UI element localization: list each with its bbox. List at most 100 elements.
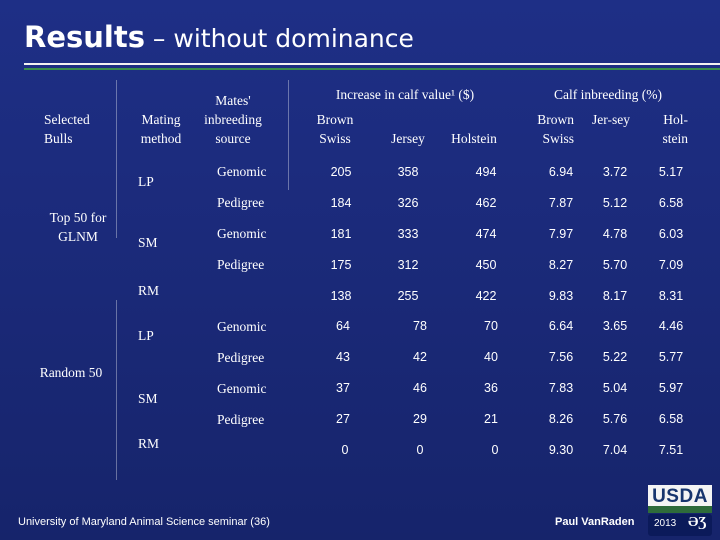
usda-swoosh (648, 506, 712, 513)
aipl-year: 2013 (654, 518, 677, 529)
footer-author: Paul VanRaden (555, 516, 635, 528)
source-pedigree: Pedigree (217, 350, 265, 365)
source-pedigree: Pedigree (217, 195, 265, 210)
cell-value: 255 (397, 289, 419, 303)
cell-value: 27 (336, 412, 350, 426)
separator-bulls-lower (116, 300, 117, 480)
cell-value: 37 (336, 381, 350, 395)
cell-value: 0 (416, 443, 424, 457)
cell-inbreeding: 4.46 (658, 319, 684, 333)
group-label-top50: Top 50 for GLNM (49, 210, 107, 244)
separator-bulls (116, 80, 117, 238)
cell-value: 138 (330, 289, 352, 303)
cell-inbreeding: 6.03 (658, 227, 684, 241)
cell-inbreeding: 5.76 (602, 412, 628, 426)
cell-inbreeding: 7.51 (658, 443, 684, 457)
source-genomic: Genomic (217, 226, 267, 241)
slide-title: Results – without dominance (24, 20, 414, 54)
method-sm: SM (138, 235, 158, 250)
cell-value: 312 (397, 258, 419, 272)
cell-inbreeding: 8.26 (548, 412, 574, 426)
method-lp: LP (138, 174, 154, 189)
cell-value: 333 (397, 227, 419, 241)
method-rm: RM (138, 436, 160, 451)
cell-value: 0 (341, 443, 349, 457)
method-lp: LP (138, 328, 154, 343)
usda-logo: USDA (648, 485, 712, 513)
cell-inbreeding: 8.27 (548, 258, 574, 272)
aipl-mark: ƏƷ (688, 515, 707, 530)
source-genomic: Genomic (217, 319, 267, 334)
group-label-random50: Random 50 (39, 365, 103, 380)
cell-inbreeding: 7.04 (602, 443, 628, 457)
cell-inbreeding: 6.94 (548, 165, 574, 179)
header-value-holstein: Holstein (451, 131, 497, 146)
method-rm: RM (138, 283, 160, 298)
cell-value: 205 (330, 165, 352, 179)
separator-value (288, 80, 289, 190)
cell-inbreeding: 5.97 (658, 381, 684, 395)
cell-inbreeding: 5.77 (658, 350, 684, 364)
cell-inbreeding: 5.12 (602, 196, 628, 210)
header-mates-inbreeding: Mates' inbreeding source (204, 93, 262, 146)
title-sub: – without dominance (144, 24, 414, 53)
cell-inbreeding: 9.83 (548, 289, 574, 303)
aipl-badge: 2013 ƏƷ (648, 514, 712, 536)
cell-inbreeding: 7.56 (548, 350, 574, 364)
cell-inbreeding: 8.31 (658, 289, 684, 303)
cell-inbreeding: 6.58 (658, 412, 684, 426)
cell-inbreeding: 6.58 (658, 196, 684, 210)
cell-value: 46 (413, 381, 427, 395)
cell-value: 184 (330, 196, 352, 210)
method-sm: SM (138, 391, 158, 406)
header-inbreeding-holstein: Hol-stein (662, 112, 689, 146)
cell-value: 36 (484, 381, 498, 395)
cell-inbreeding: 9.30 (548, 443, 574, 457)
cell-value: 422 (475, 289, 497, 303)
cell-value: 326 (397, 196, 419, 210)
header-value-jersey: Jersey (391, 131, 425, 146)
title-rule-green (24, 68, 720, 70)
header-selected-bulls: Selected Bulls (44, 112, 90, 146)
footer-seminar: University of Maryland Animal Science se… (18, 516, 270, 528)
cell-value: 494 (475, 165, 497, 179)
header-calf-inbreeding: Calf inbreeding (%) (554, 87, 662, 102)
header-increase-calf-value: Increase in calf value¹ ($) (335, 87, 475, 102)
cell-value: 78 (413, 319, 427, 333)
header-inbreeding-brown-swiss: Brown Swiss (537, 112, 574, 146)
cell-inbreeding: 7.83 (548, 381, 574, 395)
cell-value: 43 (336, 350, 350, 364)
cell-value: 29 (413, 412, 427, 426)
cell-value: 462 (475, 196, 497, 210)
cell-value: 21 (484, 412, 498, 426)
cell-inbreeding: 7.09 (658, 258, 684, 272)
source-pedigree: Pedigree (217, 257, 265, 272)
cell-inbreeding: 5.17 (658, 165, 684, 179)
cell-value: 40 (484, 350, 498, 364)
cell-value: 70 (484, 319, 498, 333)
cell-inbreeding: 5.70 (602, 258, 628, 272)
title-rule-white (24, 63, 720, 65)
cell-value: 181 (330, 227, 352, 241)
cell-inbreeding: 7.87 (548, 196, 574, 210)
cell-inbreeding: 7.97 (548, 227, 574, 241)
cell-inbreeding: 3.72 (602, 165, 628, 179)
source-genomic: Genomic (217, 164, 267, 179)
source-pedigree: Pedigree (217, 412, 265, 427)
cell-inbreeding: 5.22 (602, 350, 628, 364)
cell-value: 358 (397, 165, 419, 179)
cell-value: 450 (475, 258, 497, 272)
cell-value: 175 (330, 258, 352, 272)
cell-inbreeding: 4.78 (602, 227, 628, 241)
usda-logo-text: USDA (652, 486, 708, 507)
header-value-brown-swiss: Brown Swiss (316, 112, 354, 146)
source-genomic: Genomic (217, 381, 267, 396)
cell-inbreeding: 3.65 (602, 319, 628, 333)
cell-inbreeding: 6.64 (548, 319, 574, 333)
cell-value: 474 (475, 227, 497, 241)
cell-inbreeding: 5.04 (602, 381, 628, 395)
header-inbreeding-jersey: Jer-sey (592, 112, 630, 127)
cell-value: 0 (491, 443, 499, 457)
cell-inbreeding: 8.17 (602, 289, 628, 303)
cell-value: 64 (336, 319, 350, 333)
